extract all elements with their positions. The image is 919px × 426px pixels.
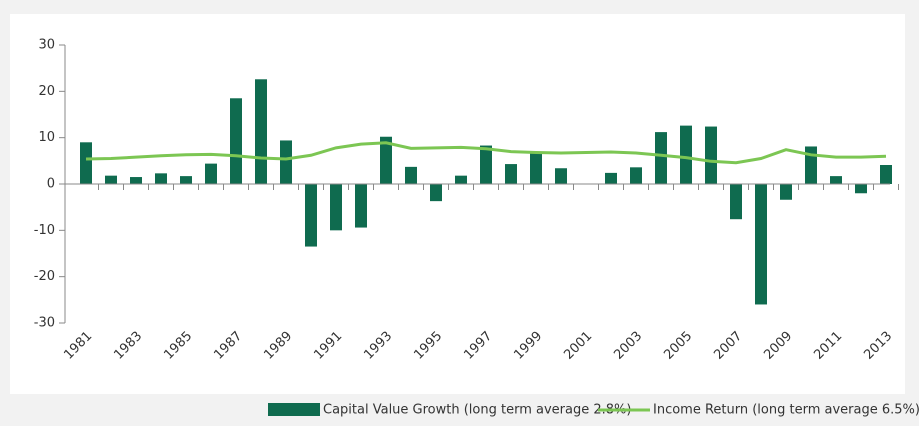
bar <box>280 140 292 184</box>
bar <box>430 184 442 202</box>
bar <box>505 164 517 184</box>
bar <box>605 172 617 184</box>
bar <box>830 176 842 184</box>
bar <box>380 136 392 184</box>
bar <box>330 184 342 231</box>
bar <box>105 175 117 184</box>
bar <box>630 167 642 184</box>
y-tick-label: -30 <box>34 316 55 331</box>
bar <box>80 142 92 184</box>
bar <box>480 145 492 184</box>
y-tick-label: 0 <box>47 177 55 192</box>
bar <box>555 168 567 184</box>
bar <box>155 173 167 184</box>
y-tick-label: -10 <box>34 223 55 238</box>
legend-swatch <box>268 403 320 416</box>
bar <box>130 177 142 184</box>
bar <box>730 184 742 220</box>
bar <box>405 166 417 184</box>
bar <box>230 98 242 184</box>
bar <box>205 163 217 184</box>
legend-label: Income Return (long term average 6.5%) <box>653 403 919 418</box>
bar <box>855 184 867 194</box>
bar <box>880 165 892 184</box>
legend-label: Capital Value Growth (long term average … <box>323 403 631 418</box>
bar <box>655 132 667 184</box>
y-tick-label: -20 <box>34 269 55 284</box>
bar <box>355 184 367 228</box>
bar <box>755 184 767 305</box>
bar <box>305 184 317 247</box>
bar <box>680 125 692 184</box>
y-tick-label: 10 <box>38 130 55 145</box>
bar <box>530 152 542 184</box>
bar <box>455 175 467 184</box>
bar <box>780 184 792 200</box>
bar <box>255 79 267 184</box>
line <box>85 141 887 165</box>
bar <box>805 146 817 184</box>
y-tick-label: 30 <box>38 38 55 53</box>
bar <box>180 176 192 184</box>
bar <box>705 126 717 184</box>
plot-panel <box>10 14 905 394</box>
y-tick-label: 20 <box>38 84 55 99</box>
